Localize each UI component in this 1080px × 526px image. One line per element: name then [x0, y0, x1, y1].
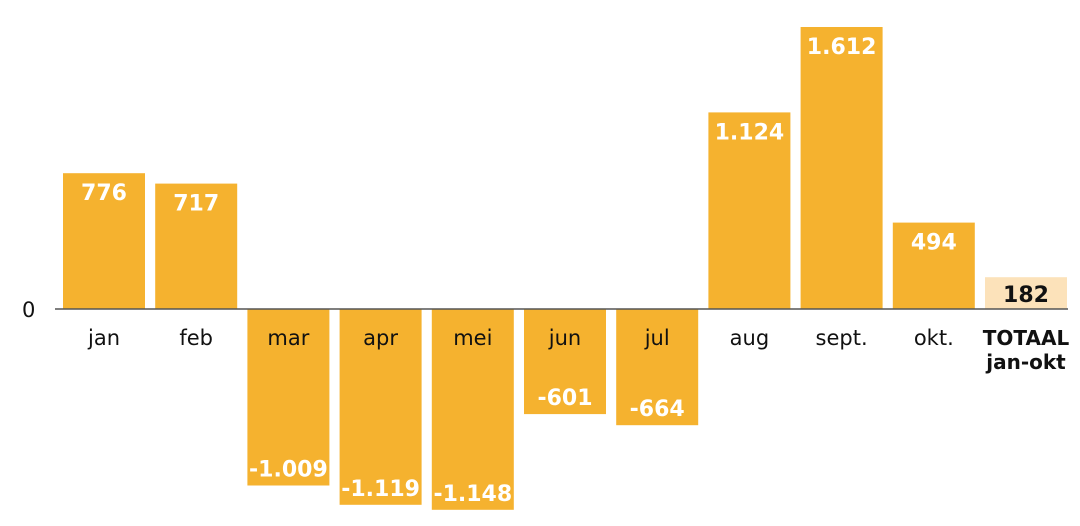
- bar-feb: [155, 183, 238, 309]
- category-label-line: okt.: [914, 326, 954, 350]
- bar-aug: [708, 112, 791, 310]
- data-label: -1.148: [433, 482, 512, 507]
- category-label-line: aug: [730, 326, 770, 350]
- category-label: jun: [548, 326, 581, 350]
- bar-sept: [800, 27, 883, 309]
- bar-apr: [339, 309, 422, 505]
- bar-jul: [616, 309, 699, 426]
- data-label: -664: [630, 397, 685, 422]
- bar-jan: [63, 173, 145, 309]
- category-label: apr: [363, 326, 398, 350]
- bar-mar: [247, 309, 330, 486]
- category-label-line: mar: [267, 326, 309, 350]
- category-label: jul: [644, 326, 670, 350]
- data-label: 717: [173, 192, 219, 217]
- data-label: -1.009: [249, 458, 328, 483]
- bar-okt: [892, 222, 975, 309]
- data-label: 494: [911, 231, 957, 256]
- category-label-line: jan-okt: [985, 350, 1066, 374]
- bar-mei: [431, 309, 514, 510]
- bar-jun: [524, 309, 606, 415]
- category-label: aug: [730, 326, 770, 350]
- data-label: 1.612: [807, 35, 877, 60]
- category-label-line: sept.: [816, 326, 868, 350]
- category-label-line: jan: [87, 326, 120, 350]
- category-label: mar: [267, 326, 309, 350]
- category-label-line: jul: [644, 326, 670, 350]
- category-label: mei: [453, 326, 492, 350]
- data-label: 776: [81, 181, 127, 206]
- category-label-line: jun: [548, 326, 581, 350]
- bars-layer: [63, 27, 1067, 510]
- category-label: jan: [87, 326, 120, 350]
- data-label: 182: [1003, 283, 1049, 308]
- category-label: TOTAAL jan-okt: [983, 326, 1070, 374]
- labels-layer: 776 jan 717 feb -1.009 mar -1.119 apr -1.148 mei -…: [81, 35, 1069, 507]
- category-label-line: feb: [179, 326, 213, 350]
- category-label-line: mei: [453, 326, 492, 350]
- data-label: 1.124: [715, 120, 785, 145]
- category-label-line: apr: [363, 326, 398, 350]
- y-tick-label-zero: 0: [22, 298, 35, 322]
- category-label: feb: [179, 326, 213, 350]
- category-label: okt.: [914, 326, 954, 350]
- data-label: -601: [537, 386, 592, 411]
- bar-total: [985, 277, 1067, 309]
- data-label: -1.119: [341, 477, 420, 502]
- category-label-line: TOTAAL: [983, 326, 1070, 350]
- category-label: sept.: [816, 326, 868, 350]
